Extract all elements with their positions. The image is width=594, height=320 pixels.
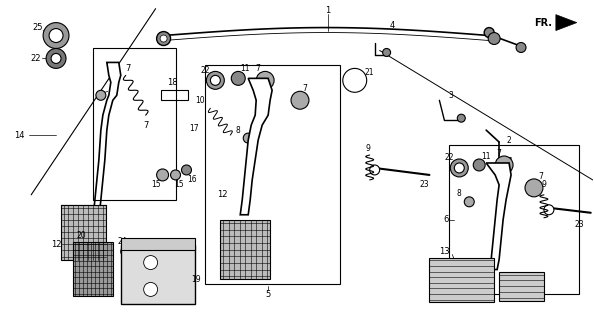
Text: 11: 11 — [481, 151, 491, 161]
Circle shape — [144, 283, 157, 296]
Text: 7: 7 — [256, 64, 261, 73]
Circle shape — [516, 43, 526, 52]
Circle shape — [488, 33, 500, 44]
Circle shape — [157, 32, 170, 45]
Bar — [121, 244, 195, 304]
Text: 19: 19 — [192, 275, 201, 284]
Text: 23: 23 — [575, 220, 584, 229]
Circle shape — [96, 90, 106, 100]
Circle shape — [454, 163, 465, 173]
Polygon shape — [94, 62, 121, 210]
Circle shape — [157, 169, 169, 181]
Circle shape — [495, 156, 513, 174]
Circle shape — [369, 165, 380, 175]
Text: 8: 8 — [457, 189, 462, 198]
Text: 7: 7 — [143, 121, 148, 130]
Text: 11: 11 — [241, 64, 250, 73]
Circle shape — [170, 170, 181, 180]
Text: 17: 17 — [189, 124, 199, 132]
Circle shape — [160, 35, 167, 42]
Text: 18: 18 — [168, 78, 178, 87]
Circle shape — [231, 71, 245, 85]
Text: FR.: FR. — [534, 18, 552, 28]
Text: 7: 7 — [497, 148, 501, 157]
Text: 7: 7 — [125, 64, 131, 73]
Text: 3: 3 — [449, 91, 454, 100]
Circle shape — [457, 114, 465, 122]
Circle shape — [144, 256, 157, 269]
Text: 5: 5 — [266, 290, 271, 299]
Text: 15: 15 — [151, 180, 160, 189]
Text: 12: 12 — [51, 240, 61, 249]
Text: 9: 9 — [365, 144, 370, 153]
Circle shape — [465, 197, 474, 207]
Text: 1: 1 — [326, 6, 330, 15]
Polygon shape — [240, 78, 272, 215]
Circle shape — [206, 71, 225, 89]
Circle shape — [121, 247, 131, 257]
Bar — [121, 238, 195, 250]
Text: 4: 4 — [390, 21, 395, 30]
Text: 22: 22 — [201, 66, 210, 75]
Circle shape — [43, 23, 69, 49]
Bar — [429, 258, 494, 302]
Circle shape — [291, 91, 309, 109]
Text: 15: 15 — [173, 180, 184, 189]
Circle shape — [49, 28, 63, 43]
Circle shape — [51, 53, 61, 63]
Text: 12: 12 — [217, 190, 228, 199]
Circle shape — [46, 49, 66, 68]
Text: 9: 9 — [542, 180, 546, 189]
Text: 6: 6 — [444, 215, 449, 224]
Text: 22: 22 — [444, 153, 454, 162]
Bar — [73, 242, 113, 296]
Circle shape — [256, 71, 274, 89]
Text: 14: 14 — [14, 131, 24, 140]
Circle shape — [182, 165, 191, 175]
Polygon shape — [556, 15, 577, 31]
Circle shape — [243, 133, 253, 143]
Text: 7: 7 — [302, 84, 308, 93]
Circle shape — [383, 49, 391, 56]
Circle shape — [473, 159, 485, 171]
Bar — [220, 220, 270, 279]
Circle shape — [525, 179, 543, 197]
Bar — [61, 205, 106, 260]
Text: 2: 2 — [507, 136, 511, 145]
Text: 21: 21 — [365, 68, 374, 77]
Text: 8: 8 — [236, 126, 241, 135]
Text: 7: 7 — [539, 172, 544, 181]
Circle shape — [450, 159, 468, 177]
Text: 23: 23 — [419, 180, 429, 189]
Text: 13: 13 — [439, 247, 450, 256]
Circle shape — [210, 76, 220, 85]
Text: 10: 10 — [195, 96, 206, 105]
Bar — [499, 271, 544, 301]
Text: 16: 16 — [188, 175, 197, 184]
Text: 25: 25 — [33, 23, 43, 32]
Text: 22: 22 — [31, 54, 42, 63]
Circle shape — [484, 28, 494, 37]
Text: 20: 20 — [76, 231, 86, 240]
Polygon shape — [486, 163, 511, 269]
Circle shape — [343, 68, 366, 92]
Bar — [160, 90, 188, 100]
Text: 8: 8 — [110, 84, 115, 93]
Text: 24: 24 — [118, 237, 128, 246]
Circle shape — [544, 205, 554, 215]
